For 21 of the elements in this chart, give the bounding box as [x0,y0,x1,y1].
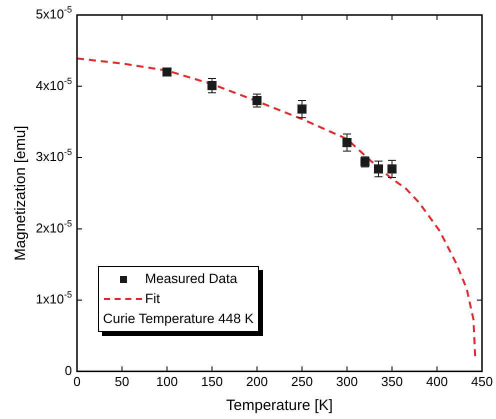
y-tick-label: 0 [64,362,72,378]
x-tick-label: 100 [156,374,178,389]
x-tick-label: 150 [201,374,223,389]
x-tick-label: 200 [246,374,268,389]
x-tick-label: 300 [336,374,358,389]
point [342,138,352,148]
x-tick-label: 450 [471,374,493,389]
x-tick-label: 50 [114,374,130,389]
point [387,164,397,174]
x-tick-label: 350 [381,374,403,389]
point [297,104,307,114]
line-series [77,57,476,358]
x-axis-title: Temperature [K] [226,397,333,414]
x-tick-label: 250 [291,374,313,389]
legend-label: Measured Data [145,270,238,288]
point [374,164,384,174]
y-axis-title: Magnetization [emu] [12,126,30,261]
point [207,81,217,90]
annotation: Curie Temperature 448 K [103,310,254,328]
legend-label: Fit [145,290,160,308]
x-tick-label: 400 [426,374,448,389]
